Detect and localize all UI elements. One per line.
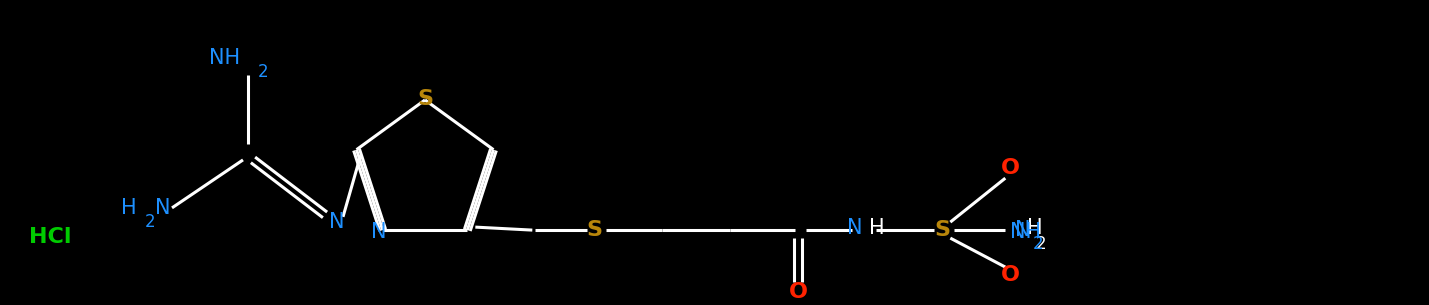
Text: N: N — [154, 198, 170, 218]
Text: H: H — [121, 198, 137, 218]
Text: O: O — [1000, 265, 1020, 285]
Text: NH: NH — [1010, 222, 1042, 242]
Text: N: N — [329, 212, 344, 232]
Text: O: O — [1000, 158, 1020, 178]
Text: S: S — [586, 220, 602, 240]
Text: 2: 2 — [1032, 235, 1043, 253]
Text: N: N — [372, 222, 386, 242]
Text: 2: 2 — [259, 63, 269, 81]
Text: H: H — [1027, 218, 1043, 238]
Text: HCl: HCl — [29, 227, 71, 247]
Text: N: N — [847, 218, 862, 238]
Text: S: S — [935, 220, 950, 240]
Text: S: S — [417, 89, 433, 109]
Text: 2: 2 — [1036, 235, 1046, 253]
Text: NH: NH — [209, 48, 240, 68]
Text: H: H — [869, 218, 885, 238]
Text: N: N — [1016, 220, 1030, 240]
Text: O: O — [789, 282, 807, 302]
Text: 2: 2 — [144, 213, 156, 231]
